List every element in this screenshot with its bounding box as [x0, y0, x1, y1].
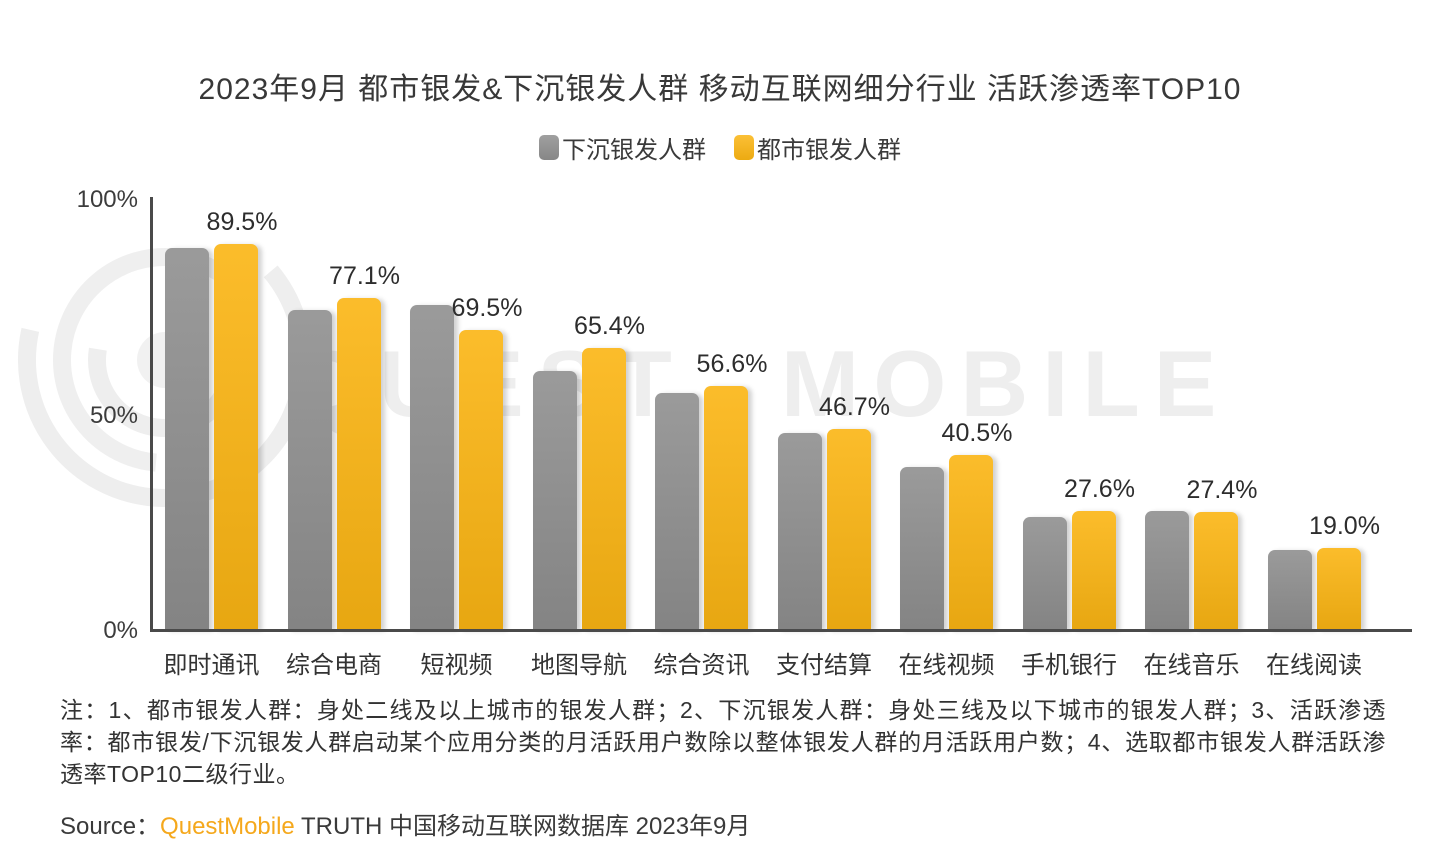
chart-title: 2023年9月 都市银发&下沉银发人群 移动互联网细分行业 活跃渗透率TOP10 — [198, 73, 1242, 106]
legend-swatch-icon — [539, 135, 559, 160]
legend-swatch-icon — [734, 135, 754, 160]
y-tick-100: 100% — [76, 186, 138, 213]
bar-sinking-综合资讯 — [655, 392, 699, 630]
category-label-手机银行: 手机银行 — [1021, 652, 1117, 679]
value-label-手机银行: 27.6% — [1064, 475, 1135, 504]
source-brand: QuestMobile — [160, 813, 295, 840]
source-suffix: TRUTH 中国移动互联网数据库 2023年9月 — [294, 813, 751, 840]
category-label-在线音乐: 在线音乐 — [1143, 652, 1240, 679]
bar-urban-在线阅读 — [1316, 548, 1361, 630]
value-label-在线视频: 40.5% — [941, 419, 1013, 448]
source-prefix: Source： — [60, 813, 161, 840]
legend-item-sinking: 下沉银发人群 — [539, 130, 706, 165]
value-label-综合资讯: 56.6% — [696, 350, 768, 379]
legend-label: 下沉银发人群 — [562, 137, 706, 164]
chart-legend: 下沉银发人群 都市银发人群 — [0, 130, 1440, 165]
category-label-支付结算: 支付结算 — [776, 652, 872, 679]
bar-sinking-即时通讯 — [165, 248, 209, 630]
category-label-在线视频: 在线视频 — [898, 652, 995, 679]
bar-sinking-在线音乐 — [1145, 510, 1189, 630]
value-label-在线音乐: 27.4% — [1186, 475, 1258, 504]
bar-urban-支付结算 — [826, 428, 871, 630]
legend-item-urban: 都市银发人群 — [734, 130, 901, 165]
bar-sinking-在线视频 — [900, 467, 944, 630]
bar-urban-在线视频 — [949, 455, 993, 630]
category-label-在线阅读: 在线阅读 — [1266, 652, 1362, 679]
value-label-短视频: 69.5% — [451, 294, 523, 323]
x-axis-line — [150, 629, 1412, 632]
bar-urban-地图导航 — [581, 348, 626, 630]
category-label-综合资讯: 综合资讯 — [653, 652, 750, 679]
footnote: 注：1、都市银发人群：身处二线及以上城市的银发人群；2、下沉银发人群：身处三线及… — [60, 697, 1386, 787]
y-tick-0: 0% — [103, 617, 138, 644]
bar-urban-手机银行 — [1071, 511, 1116, 630]
value-label-支付结算: 46.7% — [819, 392, 890, 421]
bar-sinking-综合电商 — [287, 309, 332, 630]
source-line: Source：QuestMobile TRUTH 中国移动互联网数据库 2023… — [60, 806, 750, 841]
bar-sinking-地图导航 — [532, 371, 577, 630]
bar-urban-即时通讯 — [214, 244, 258, 630]
bar-urban-短视频 — [459, 330, 503, 630]
category-label-综合电商: 综合电商 — [286, 652, 382, 679]
value-label-在线阅读: 19.0% — [1309, 512, 1380, 541]
bar-sinking-短视频 — [410, 305, 454, 630]
value-label-即时通讯: 89.5% — [206, 208, 278, 237]
value-label-综合电商: 77.1% — [329, 261, 400, 290]
legend-label: 都市银发人群 — [757, 137, 901, 164]
bar-sinking-手机银行 — [1022, 516, 1067, 630]
value-label-地图导航: 65.4% — [574, 312, 645, 341]
y-axis-line — [150, 197, 153, 631]
bar-sinking-在线阅读 — [1267, 550, 1312, 630]
y-tick-50: 50% — [89, 401, 138, 429]
category-label-短视频: 短视频 — [420, 652, 493, 679]
bar-urban-综合电商 — [336, 297, 381, 630]
bar-urban-综合资讯 — [704, 386, 748, 630]
bar-sinking-支付结算 — [777, 433, 822, 630]
category-label-地图导航: 地图导航 — [531, 652, 627, 679]
category-label-即时通讯: 即时通讯 — [163, 652, 260, 679]
bar-urban-在线音乐 — [1194, 511, 1238, 630]
